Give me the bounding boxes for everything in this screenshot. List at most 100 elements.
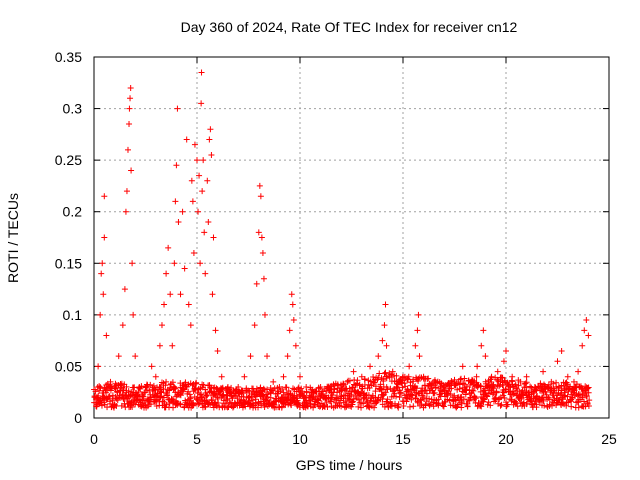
data-point [508, 396, 515, 403]
data-point [324, 404, 331, 411]
data-point [171, 384, 178, 391]
data-point [195, 401, 202, 408]
data-point [195, 208, 202, 215]
data-point [497, 402, 504, 409]
data-point [498, 401, 505, 408]
data-point [284, 353, 291, 360]
data-point [432, 384, 439, 391]
data-point [389, 368, 396, 375]
x-axis-label: GPS time / hours [296, 457, 403, 473]
data-point [350, 368, 357, 375]
data-point [207, 126, 214, 133]
data-point [405, 373, 412, 380]
data-point [289, 301, 296, 308]
data-point [397, 390, 404, 397]
data-point [126, 393, 133, 400]
data-point [158, 322, 165, 329]
data-point [115, 353, 122, 360]
data-point [210, 234, 217, 241]
data-point [403, 398, 410, 405]
data-point [585, 332, 592, 339]
data-point [124, 146, 131, 153]
data-point [199, 188, 206, 195]
data-point [260, 392, 267, 399]
data-point [415, 311, 422, 318]
data-point [350, 396, 357, 403]
y-tick-label: 0.1 [63, 307, 83, 323]
data-point [579, 394, 586, 401]
y-tick-label: 0.3 [63, 101, 83, 117]
data-point [451, 378, 458, 385]
data-point [140, 393, 147, 400]
data-point [471, 393, 478, 400]
data-point [295, 399, 302, 406]
data-point [395, 378, 402, 385]
data-point [400, 403, 407, 410]
data-point [245, 387, 252, 394]
data-point [374, 376, 381, 383]
data-point [305, 397, 312, 404]
data-point [185, 301, 192, 308]
data-point [131, 384, 138, 391]
data-point [253, 280, 260, 287]
data-point [482, 353, 489, 360]
data-point [405, 387, 412, 394]
data-point [408, 396, 415, 403]
data-point [256, 182, 263, 189]
data-point [160, 394, 167, 401]
data-point [460, 396, 467, 403]
data-point [133, 397, 140, 404]
data-point [257, 384, 264, 391]
data-point [431, 389, 438, 396]
data-point [209, 291, 216, 298]
data-point [382, 301, 389, 308]
data-point [447, 391, 454, 398]
data-point [518, 395, 525, 402]
data-point [126, 121, 133, 128]
data-point [270, 378, 277, 385]
data-point [435, 396, 442, 403]
data-point [121, 286, 128, 293]
data-point [107, 378, 114, 385]
data-point [212, 327, 219, 334]
data-point [93, 394, 100, 401]
data-point [267, 394, 274, 401]
data-point [408, 391, 415, 398]
data-point [202, 270, 209, 277]
data-point [261, 311, 268, 318]
data-point [260, 385, 267, 392]
data-point [480, 327, 487, 334]
data-point [119, 391, 126, 398]
data-point [354, 377, 361, 384]
data-point [425, 375, 432, 382]
data-point [367, 363, 374, 370]
data-point [103, 332, 110, 339]
data-point [134, 393, 141, 400]
data-point [208, 397, 215, 404]
data-point [208, 151, 215, 158]
data-point [334, 382, 341, 389]
data-point [128, 167, 135, 174]
data-point [416, 353, 423, 360]
data-point [105, 394, 112, 401]
data-point [477, 402, 484, 409]
data-point [430, 403, 437, 410]
data-point [467, 394, 474, 401]
data-point [235, 384, 242, 391]
data-point [393, 372, 400, 379]
data-point [501, 389, 508, 396]
data-point [169, 342, 176, 349]
data-point [247, 353, 254, 360]
y-tick-label: 0.25 [55, 152, 82, 168]
data-point [122, 208, 129, 215]
data-point [101, 193, 108, 200]
data-point [317, 395, 324, 402]
data-point [415, 375, 422, 382]
data-point [558, 382, 565, 389]
data-point [522, 380, 529, 387]
data-point [282, 401, 289, 408]
data-point [458, 404, 465, 411]
data-point [241, 373, 248, 380]
data-point [409, 392, 416, 399]
data-point [444, 392, 451, 399]
